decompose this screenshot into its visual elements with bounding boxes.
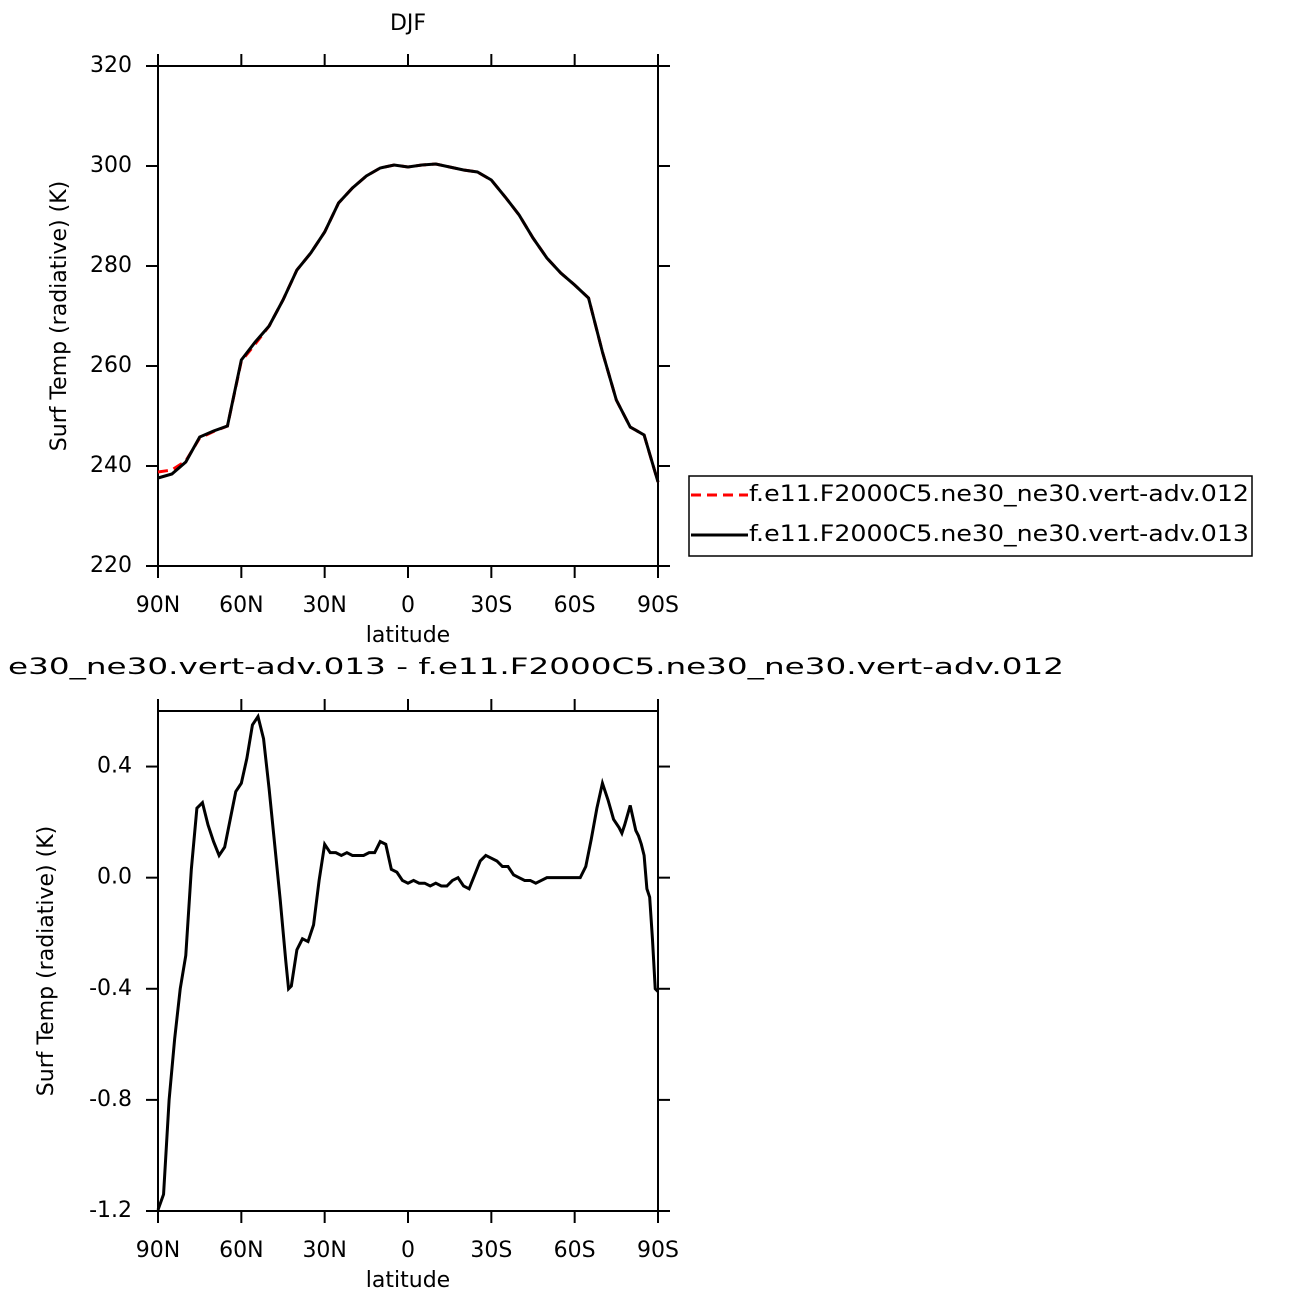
chart-title: DJF [390, 11, 426, 36]
y-tick-label: 0.4 [97, 754, 132, 779]
y-tick-label: -1.2 [89, 1198, 132, 1223]
y-tick-label: 300 [90, 153, 132, 178]
legend-box [688, 475, 1253, 557]
x-tick-label: 30S [470, 593, 512, 618]
data-line [157, 162, 660, 483]
x-tick-label: 60S [554, 593, 596, 618]
legend-label: f.e11.F2000C5.ne30_ne30.vert-adv.013 [749, 522, 1249, 547]
x-axis-label: latitude [366, 623, 450, 648]
y-axis-label: Surf Temp (radiative) (K) [34, 826, 59, 1096]
y-tick-label: 220 [90, 553, 132, 578]
y-tick-label: 280 [90, 253, 132, 278]
x-tick-label: 90S [637, 593, 679, 618]
legend-label: f.e11.F2000C5.ne30_ne30.vert-adv.012 [749, 482, 1249, 507]
x-tick-label: 90N [136, 1238, 180, 1263]
x-tick-label: 60N [219, 1238, 263, 1263]
y-tick-label: -0.8 [89, 1087, 132, 1112]
x-tick-label: 90S [637, 1238, 679, 1263]
x-tick-label: 60S [554, 1238, 596, 1263]
y-tick-label: 320 [90, 53, 132, 78]
x-axis-label: latitude [366, 1268, 450, 1293]
x-tick-label: 30N [302, 593, 346, 618]
data-line [157, 162, 660, 483]
plot-frame [157, 710, 659, 1212]
plot-frame [157, 65, 659, 567]
x-tick-label: 0 [401, 1238, 415, 1263]
x-tick-label: 30S [470, 1238, 512, 1263]
y-tick-label: -0.4 [89, 976, 132, 1001]
x-tick-label: 90N [136, 593, 180, 618]
x-tick-label: 30N [302, 1238, 346, 1263]
x-tick-label: 60N [219, 593, 263, 618]
chart-title: e30_ne30.vert-adv.013 - f.e11.F2000C5.ne… [8, 655, 1064, 680]
x-tick-label: 0 [401, 593, 415, 618]
y-tick-label: 260 [90, 353, 132, 378]
y-tick-label: 0.0 [97, 865, 132, 890]
y-tick-label: 240 [90, 453, 132, 478]
data-line [156, 712, 660, 1211]
y-axis-label: Surf Temp (radiative) (K) [47, 181, 72, 451]
